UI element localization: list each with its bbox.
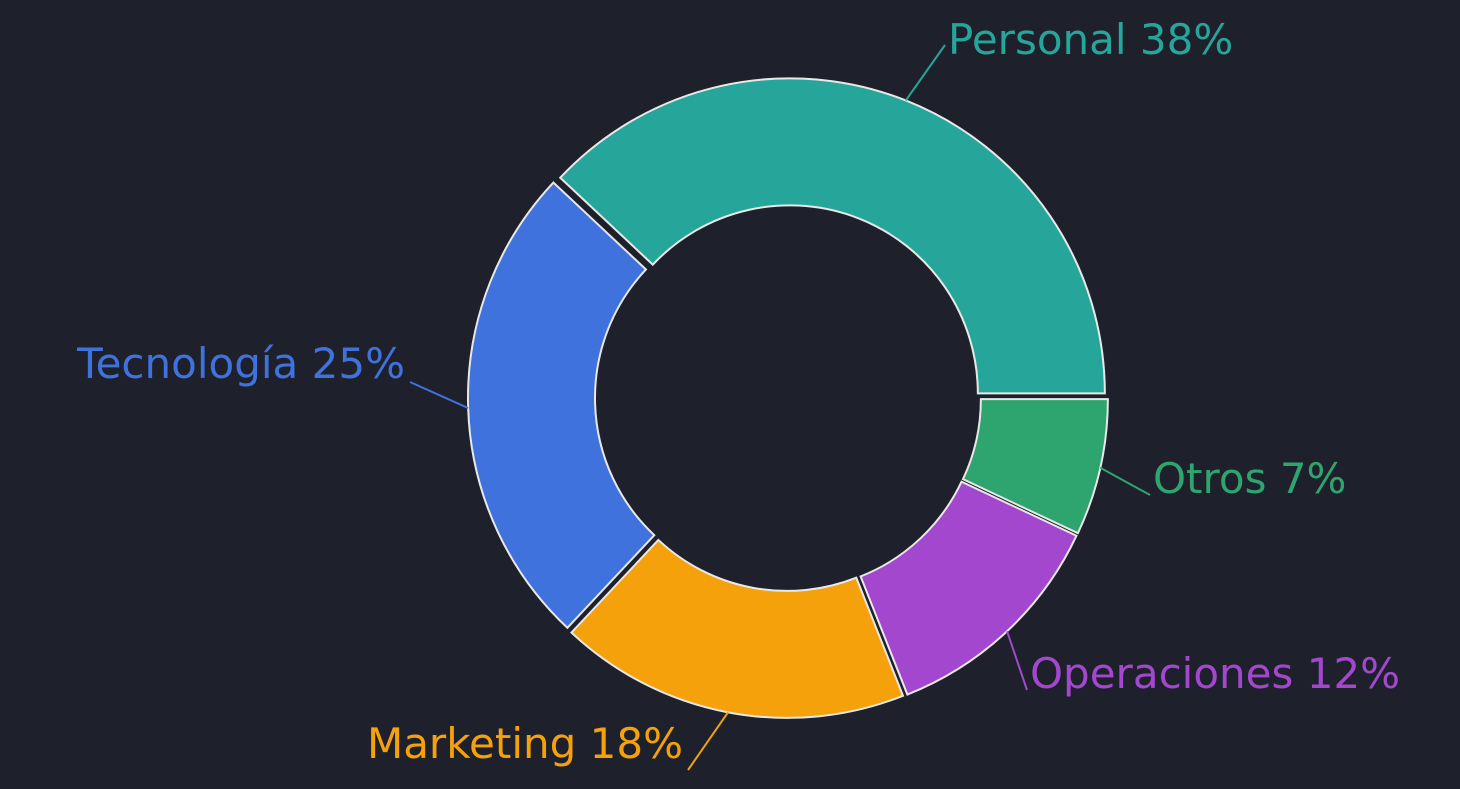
value-label: 38% [1140,15,1233,64]
category-label: Tecnología [76,339,298,388]
value-label: 18% [590,719,683,768]
leader-line [1099,466,1151,496]
donut-slice [570,538,905,719]
leader-line [1006,630,1028,691]
category-label: Operaciones [1030,649,1293,698]
slice-label: Personal 38% [948,15,1233,64]
category-label: Personal [948,15,1127,64]
value-label: 25% [312,339,405,388]
value-label: 12% [1307,649,1400,698]
leader-line [904,44,946,102]
category-label: Otros [1153,454,1266,503]
donut-slice [961,398,1109,535]
leader-line [409,381,469,409]
slice-label: Otros 7% [1153,454,1346,503]
leader-line [687,711,729,771]
donut-slice [859,480,1078,696]
donut-slice [467,181,656,630]
slice-label: Tecnología 25% [76,339,405,388]
donut-slice [558,77,1106,395]
slice-label: Operaciones 12% [1030,649,1400,698]
value-label: 7% [1280,454,1347,503]
slice-label: Marketing 18% [367,719,683,768]
category-label: Marketing [367,719,576,768]
